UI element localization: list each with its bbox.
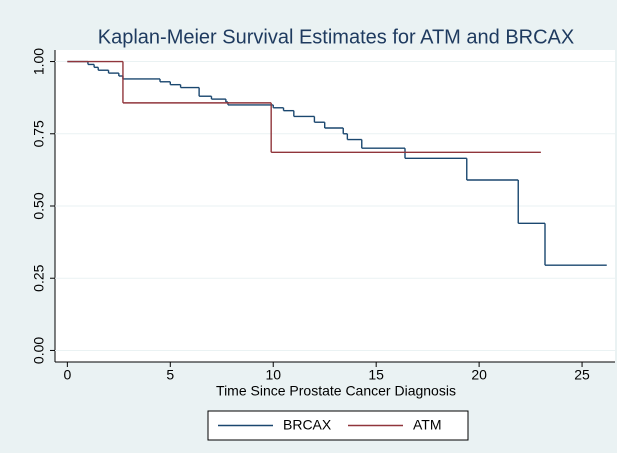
y-tick-label: 0.50: [31, 192, 47, 219]
x-tick-label: 15: [368, 367, 384, 383]
chart-title: Kaplan-Meier Survival Estimates for ATM …: [98, 26, 574, 48]
x-tick-label: 25: [574, 367, 590, 383]
x-tick-label: 20: [471, 367, 487, 383]
x-tick-label: 10: [265, 367, 281, 383]
x-tick-label: 0: [63, 367, 71, 383]
y-tick-label: 1.00: [31, 48, 47, 75]
legend-label: ATM: [413, 417, 442, 433]
y-tick-label: 0.75: [31, 120, 47, 147]
x-axis-title: Time Since Prostate Cancer Diagnosis: [216, 383, 456, 399]
x-tick-label: 5: [166, 367, 174, 383]
legend-label: BRCAX: [283, 417, 332, 433]
y-tick-label: 0.25: [31, 264, 47, 291]
y-tick-label: 0.00: [31, 337, 47, 364]
